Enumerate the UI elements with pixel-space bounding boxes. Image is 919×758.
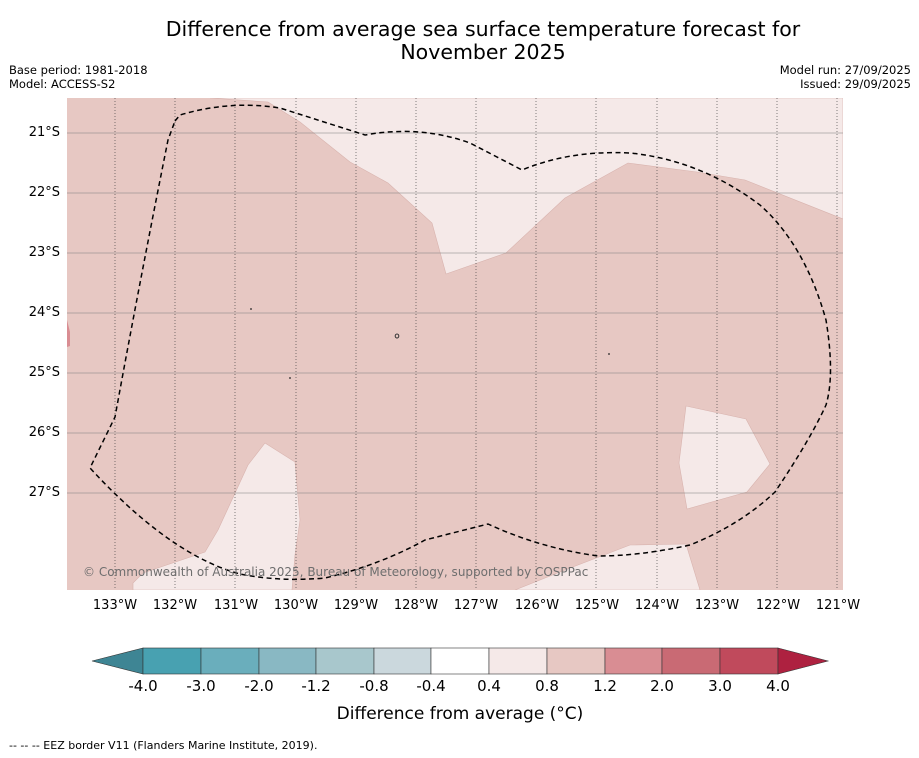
lat-label: 25°S	[28, 365, 60, 380]
colorbar-segment	[200, 647, 260, 675]
map-title: Difference from average sea surface temp…	[100, 18, 866, 64]
colorbar-tick-label: -4.0	[128, 677, 158, 695]
sst-anomaly-map	[67, 98, 843, 590]
colorbar-segment	[719, 647, 779, 675]
lat-label: 26°S	[28, 425, 60, 440]
colorbar-tick-label: 4.0	[766, 677, 790, 695]
lon-label: 123°W	[694, 598, 740, 613]
lon-label: 133°W	[92, 598, 138, 613]
colorbar-segment	[546, 647, 606, 675]
graticule	[67, 132, 843, 494]
copyright-notice: © Commonwealth of Australia 2025, Bureau…	[83, 565, 589, 579]
colorbar-extend-low	[91, 647, 144, 675]
eez-border	[89, 104, 832, 581]
lat-label: 21°S	[28, 125, 60, 140]
issued-date: Issued: 29/09/2025	[800, 77, 911, 91]
colorbar-tick-label: -2.0	[244, 677, 274, 695]
island-marker	[289, 377, 291, 379]
colorbar-segment	[604, 647, 663, 675]
lat-label: 27°S	[28, 485, 60, 500]
colorbar-extend-high	[777, 647, 830, 675]
title-line-2: November 2025	[400, 40, 566, 64]
colorbar-segment	[430, 647, 490, 675]
model-run: Model run: 27/09/2025	[779, 63, 911, 77]
colorbar	[91, 647, 830, 675]
lat-label: 22°S	[28, 185, 60, 200]
colorbar-segment	[258, 647, 317, 675]
title-line-1: Difference from average sea surface temp…	[165, 17, 801, 41]
colorbar-segment	[373, 647, 432, 675]
colorbar-tick-label: -1.2	[301, 677, 331, 695]
colorbar-tick-label: -3.0	[186, 677, 216, 695]
anomaly-region-south	[514, 543, 701, 590]
lon-label: 124°W	[634, 598, 680, 613]
colorbar-tick-label: 0.8	[535, 677, 559, 695]
meta-left: Base period: 1981-2018 Model: ACCESS-S2	[9, 63, 148, 91]
colorbar-title: Difference from average (°C)	[336, 704, 584, 724]
lat-label: 23°S	[28, 245, 60, 260]
base-period: Base period: 1981-2018	[9, 63, 148, 77]
colorbar-segment	[142, 647, 202, 675]
colorbar-tick-label: -0.8	[359, 677, 389, 695]
anomaly-region-west-edge	[67, 320, 70, 347]
lon-label: 122°W	[755, 598, 801, 613]
colorbar-tick-label: 1.2	[593, 677, 617, 695]
lon-label: 126°W	[514, 598, 560, 613]
lon-label: 125°W	[574, 598, 620, 613]
colorbar-tick-label: 3.0	[708, 677, 732, 695]
colorbar-segment	[488, 647, 548, 675]
lon-label: 131°W	[213, 598, 259, 613]
anomaly-region-east	[678, 405, 771, 510]
lon-label: 121°W	[815, 598, 861, 613]
colorbar-tick-label: 2.0	[650, 677, 674, 695]
lon-label: 129°W	[333, 598, 379, 613]
colorbar-tick-label: -0.4	[416, 677, 446, 695]
meridians	[114, 98, 838, 590]
eez-footnote: -- -- -- EEZ border V11 (Flanders Marine…	[9, 739, 318, 752]
lon-label: 130°W	[273, 598, 319, 613]
island-marker	[608, 353, 610, 355]
lon-label: 132°W	[152, 598, 198, 613]
colorbar-segment	[661, 647, 721, 675]
meta-right: Model run: 27/09/2025 Issued: 29/09/2025	[780, 63, 911, 91]
lat-label: 24°S	[28, 305, 60, 320]
lon-label: 127°W	[453, 598, 499, 613]
island-marker	[250, 308, 252, 310]
lon-label: 128°W	[393, 598, 439, 613]
colorbar-tick-label: 0.4	[477, 677, 501, 695]
model-name: Model: ACCESS-S2	[9, 77, 116, 91]
island-marker	[394, 333, 400, 339]
colorbar-segment	[315, 647, 375, 675]
